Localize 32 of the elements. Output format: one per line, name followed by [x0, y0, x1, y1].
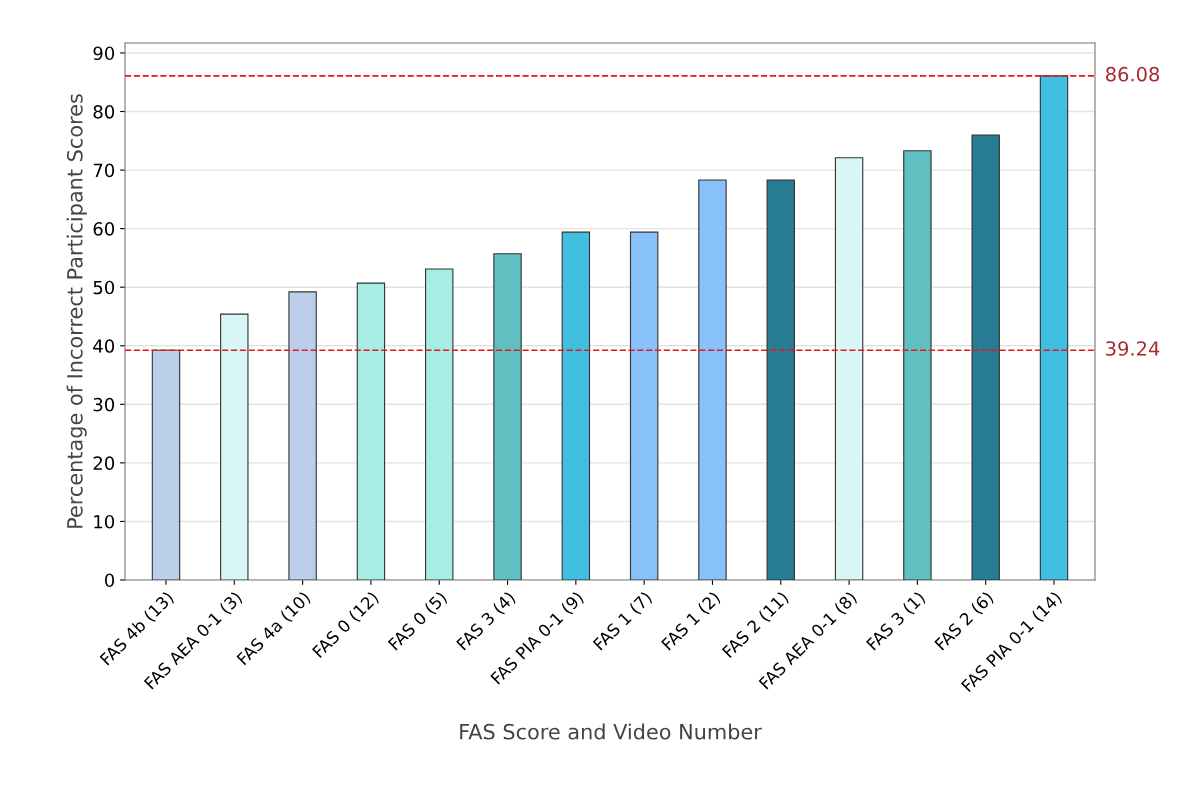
ref-line-label: 86.08 — [1106, 66, 1160, 82]
y-tick-label: 0 — [104, 573, 115, 588]
y-tick-label: 20 — [93, 456, 115, 470]
bar — [629, 231, 659, 580]
bar — [834, 157, 864, 580]
bar — [903, 150, 932, 580]
x-axis-title: FAS Score and Video Number — [460, 723, 762, 740]
bar — [220, 313, 249, 580]
y-tick-label: 30 — [93, 397, 115, 412]
ref-line-label: 39.24 — [1106, 341, 1160, 356]
bar — [971, 134, 1000, 580]
y-tick-label: 60 — [93, 222, 115, 236]
bar — [561, 231, 591, 580]
y-tick-label: 70 — [93, 163, 115, 178]
bar — [1039, 75, 1069, 580]
bar — [698, 179, 727, 580]
bar — [766, 179, 795, 580]
x-tick-label: FAS 3 (1) — [865, 590, 927, 652]
bar — [356, 282, 386, 580]
y-tick-label: 90 — [93, 46, 115, 61]
bar — [151, 349, 181, 580]
x-tick-label: FAS 1 (2) — [660, 590, 722, 652]
y-axis-title: Percentage of Incorrect Participant Scores — [66, 94, 87, 528]
bar — [493, 253, 522, 580]
y-tick-label: 50 — [93, 280, 115, 295]
y-tick-label: 80 — [93, 104, 115, 119]
x-tick-label: FAS 0 (5) — [387, 590, 449, 652]
y-tick-label: 40 — [93, 339, 115, 353]
bar — [288, 291, 317, 580]
y-tick-label: 10 — [94, 514, 115, 529]
bar — [425, 268, 454, 580]
x-tick-label: FAS 1 (7) — [592, 590, 654, 652]
